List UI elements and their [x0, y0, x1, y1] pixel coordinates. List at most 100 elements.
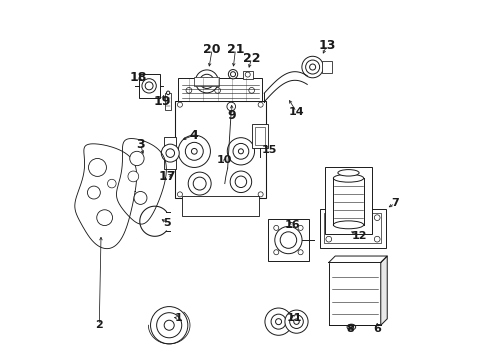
- Ellipse shape: [333, 221, 363, 229]
- Circle shape: [298, 225, 303, 230]
- Circle shape: [275, 319, 281, 325]
- Polygon shape: [116, 139, 166, 224]
- Circle shape: [309, 64, 315, 70]
- Ellipse shape: [333, 174, 363, 182]
- Circle shape: [235, 176, 246, 188]
- Bar: [254, 127, 264, 145]
- Text: 14: 14: [288, 107, 304, 117]
- Text: 8: 8: [346, 324, 353, 334]
- Ellipse shape: [166, 91, 169, 95]
- Ellipse shape: [346, 324, 355, 330]
- Bar: [164, 93, 171, 110]
- Circle shape: [195, 70, 218, 93]
- Circle shape: [305, 60, 319, 74]
- Circle shape: [227, 138, 254, 165]
- Circle shape: [156, 313, 182, 338]
- Circle shape: [199, 74, 214, 89]
- Circle shape: [161, 144, 179, 162]
- Circle shape: [87, 186, 100, 199]
- Circle shape: [258, 102, 263, 107]
- Circle shape: [285, 310, 307, 333]
- Text: 11: 11: [286, 313, 302, 323]
- Circle shape: [293, 319, 299, 324]
- Text: 19: 19: [153, 95, 170, 108]
- Circle shape: [191, 148, 197, 154]
- Text: 3: 3: [136, 138, 144, 150]
- Bar: [324, 213, 381, 243]
- Circle shape: [325, 215, 331, 221]
- Circle shape: [298, 250, 303, 255]
- Text: 10: 10: [217, 155, 232, 165]
- Circle shape: [128, 171, 139, 182]
- Circle shape: [289, 315, 303, 328]
- Ellipse shape: [337, 170, 358, 176]
- Circle shape: [258, 192, 263, 197]
- Text: 9: 9: [227, 109, 236, 122]
- Circle shape: [230, 72, 235, 77]
- Circle shape: [150, 307, 187, 344]
- Text: 12: 12: [351, 231, 366, 240]
- Bar: [139, 74, 159, 98]
- Bar: [325, 167, 371, 234]
- Circle shape: [280, 232, 296, 248]
- Bar: [321, 60, 331, 73]
- Circle shape: [244, 72, 250, 77]
- Circle shape: [273, 225, 278, 230]
- Circle shape: [373, 215, 379, 221]
- Circle shape: [226, 102, 235, 111]
- Circle shape: [214, 87, 220, 93]
- Circle shape: [373, 236, 379, 242]
- Circle shape: [185, 142, 203, 160]
- Circle shape: [233, 143, 248, 159]
- Text: 13: 13: [318, 39, 335, 52]
- Circle shape: [107, 179, 116, 188]
- Circle shape: [145, 82, 153, 90]
- Circle shape: [301, 56, 323, 78]
- Circle shape: [203, 78, 210, 85]
- Circle shape: [264, 308, 292, 335]
- Bar: [251, 125, 267, 148]
- Bar: [242, 71, 252, 78]
- Bar: [182, 196, 258, 216]
- Polygon shape: [75, 144, 137, 249]
- Circle shape: [165, 149, 174, 157]
- Ellipse shape: [348, 325, 353, 329]
- Text: 2: 2: [95, 320, 103, 330]
- Circle shape: [97, 210, 112, 226]
- Bar: [194, 77, 219, 86]
- Bar: [174, 101, 265, 198]
- Circle shape: [177, 102, 182, 107]
- Text: 16: 16: [285, 220, 300, 230]
- Text: 5: 5: [163, 218, 171, 228]
- Circle shape: [164, 320, 174, 330]
- Circle shape: [134, 192, 147, 204]
- Circle shape: [129, 151, 144, 166]
- Text: 22: 22: [243, 51, 260, 64]
- Bar: [178, 78, 262, 101]
- Polygon shape: [328, 256, 386, 262]
- Bar: [319, 209, 386, 248]
- Polygon shape: [380, 256, 386, 325]
- Circle shape: [274, 226, 302, 254]
- Circle shape: [273, 250, 278, 255]
- Circle shape: [185, 87, 191, 93]
- Circle shape: [142, 79, 156, 93]
- Text: 4: 4: [189, 129, 198, 142]
- Circle shape: [325, 236, 331, 242]
- Circle shape: [230, 171, 251, 193]
- Text: 7: 7: [390, 198, 398, 208]
- Circle shape: [248, 87, 254, 93]
- Circle shape: [188, 172, 211, 195]
- Bar: [163, 137, 176, 169]
- Circle shape: [193, 177, 206, 190]
- Bar: [328, 262, 380, 325]
- Circle shape: [238, 149, 243, 154]
- Text: 17: 17: [158, 170, 176, 183]
- Text: 20: 20: [203, 42, 221, 55]
- Text: 6: 6: [372, 324, 380, 334]
- Text: 18: 18: [130, 71, 147, 84]
- Circle shape: [178, 135, 210, 167]
- Circle shape: [270, 314, 285, 329]
- Text: 15: 15: [262, 144, 277, 154]
- Circle shape: [228, 69, 237, 79]
